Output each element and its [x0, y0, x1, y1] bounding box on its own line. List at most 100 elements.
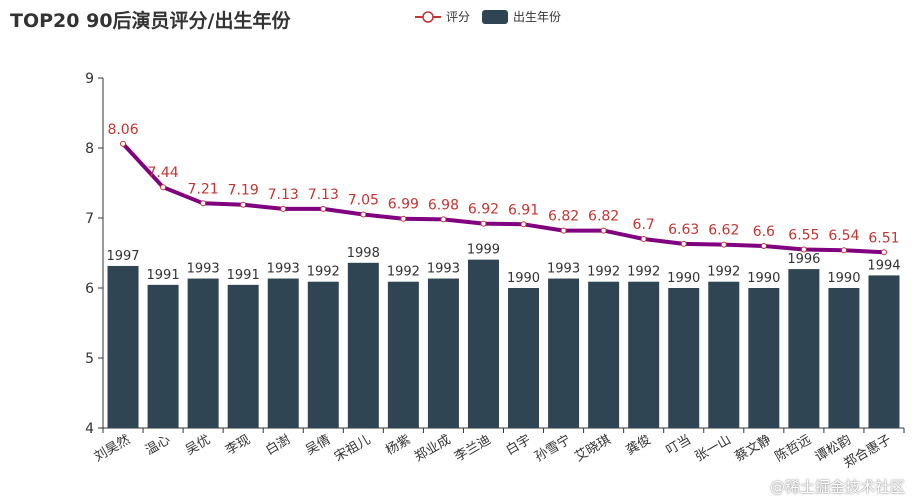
y-axis-tick-label: 8 [85, 141, 94, 157]
bar [467, 259, 499, 428]
score-point [720, 241, 727, 248]
legend-item-birth-year[interactable]: 出生年份 [482, 8, 561, 25]
bar-value-label: 1992 [707, 265, 740, 280]
watermark: @稀土掘金技术社区 [769, 478, 905, 496]
bar [427, 278, 459, 428]
x-axis-category-label: 叮当 [664, 432, 694, 458]
x-axis-category-label: 郑业成 [412, 432, 453, 464]
score-point [160, 184, 167, 191]
bar [628, 281, 660, 428]
x-axis-category-label: 白宇 [503, 432, 534, 459]
bar-value-label: 1993 [267, 262, 300, 277]
score-value-label: 6.82 [588, 209, 619, 225]
bar-value-label: 1992 [627, 265, 660, 280]
score-value-label: 6.99 [388, 197, 419, 213]
bar [347, 262, 379, 428]
score-point [360, 211, 367, 218]
bar [307, 281, 339, 428]
bar [868, 275, 900, 428]
x-axis-category-label: 吴优 [183, 432, 213, 458]
score-value-label: 6.7 [633, 217, 655, 233]
y-axis-tick-label: 4 [85, 421, 94, 437]
score-point [880, 249, 887, 256]
bar-value-label: 1993 [547, 262, 580, 277]
score-point [520, 221, 527, 228]
legend-label-score: 评分 [446, 10, 471, 24]
bar-legend-icon [482, 9, 509, 24]
legend: 评分 出生年份 [415, 8, 573, 25]
x-axis-category-label: 李兰迪 [452, 432, 493, 464]
bar [668, 288, 700, 428]
bar [147, 284, 179, 428]
score-value-label: 6.54 [828, 228, 859, 244]
score-value-label: 6.51 [868, 230, 899, 246]
y-axis-tick-label: 5 [85, 351, 94, 367]
bar [588, 281, 620, 428]
bar-value-label: 1998 [347, 246, 380, 261]
score-line [121, 142, 885, 255]
y-axis-tick-label: 6 [85, 281, 94, 297]
score-value-label: 7.13 [308, 187, 339, 203]
score-point [120, 140, 127, 147]
score-point [280, 205, 287, 212]
score-value-label: 6.92 [468, 202, 499, 218]
score-value-label: 6.98 [428, 197, 459, 213]
x-axis-category-label: 蔡文静 [733, 432, 774, 464]
y-axis-tick-label: 7 [85, 211, 94, 227]
bar [708, 281, 740, 428]
score-point [640, 236, 647, 242]
bar-value-label: 1992 [587, 265, 620, 280]
x-axis-category-label: 艾晓琪 [572, 432, 613, 464]
score-value-label: 7.13 [268, 187, 299, 203]
chart-title: TOP20 90后演员评分/出生年份 [10, 10, 291, 32]
score-point [200, 200, 207, 207]
bar [748, 288, 780, 428]
score-value-label: 7.19 [228, 183, 259, 199]
score-point [320, 205, 327, 212]
line-legend-icon [415, 10, 441, 23]
legend-label-birth-year: 出生年份 [513, 10, 562, 24]
bar-value-label: 1993 [187, 262, 220, 277]
score-point [840, 247, 847, 254]
score-point [760, 243, 767, 249]
bar-value-label: 1993 [427, 262, 460, 277]
bar-value-label: 1997 [106, 249, 139, 264]
x-axis-category-label: 李现 [223, 432, 253, 458]
score-point [800, 246, 807, 253]
x-axis-category-label: 吴倩 [303, 432, 333, 458]
score-value-label: 7.21 [188, 181, 219, 197]
score-point [240, 201, 247, 208]
bar-value-label: 1991 [227, 268, 260, 283]
bar-value-label: 1990 [827, 271, 860, 286]
score-value-label: 6.6 [753, 224, 775, 240]
bar [387, 281, 419, 428]
bar-value-label: 1994 [867, 258, 900, 273]
score-value-label: 6.55 [788, 228, 819, 244]
score-point [600, 227, 607, 234]
score-point [400, 215, 407, 222]
bar [267, 278, 299, 428]
bar [187, 278, 219, 428]
bar-value-label: 1990 [747, 271, 780, 286]
x-axis-category-label: 孙雪宁 [532, 432, 574, 465]
bar [227, 284, 259, 428]
score-point [680, 240, 687, 247]
bar-value-label: 1992 [387, 265, 420, 280]
x-axis-category-label: 宋祖儿 [332, 432, 373, 464]
x-axis-category-label: 杨紫 [383, 432, 413, 458]
score-point [560, 227, 567, 234]
score-value-label: 6.63 [668, 222, 699, 238]
score-value-label: 6.82 [548, 209, 579, 225]
score-value-label: 6.91 [508, 202, 539, 218]
bar-value-label: 1992 [307, 265, 340, 280]
bar-value-label: 1999 [467, 243, 500, 258]
x-axis-category-label: 温心 [143, 432, 173, 458]
legend-item-score[interactable]: 评分 [415, 8, 470, 25]
x-axis-category-label: 龚俊 [624, 432, 654, 458]
bar [828, 288, 860, 428]
bar [788, 269, 820, 428]
score-value-label: 8.06 [107, 122, 138, 138]
x-axis-category-label: 刘昊然 [91, 432, 133, 465]
bar [508, 288, 540, 428]
